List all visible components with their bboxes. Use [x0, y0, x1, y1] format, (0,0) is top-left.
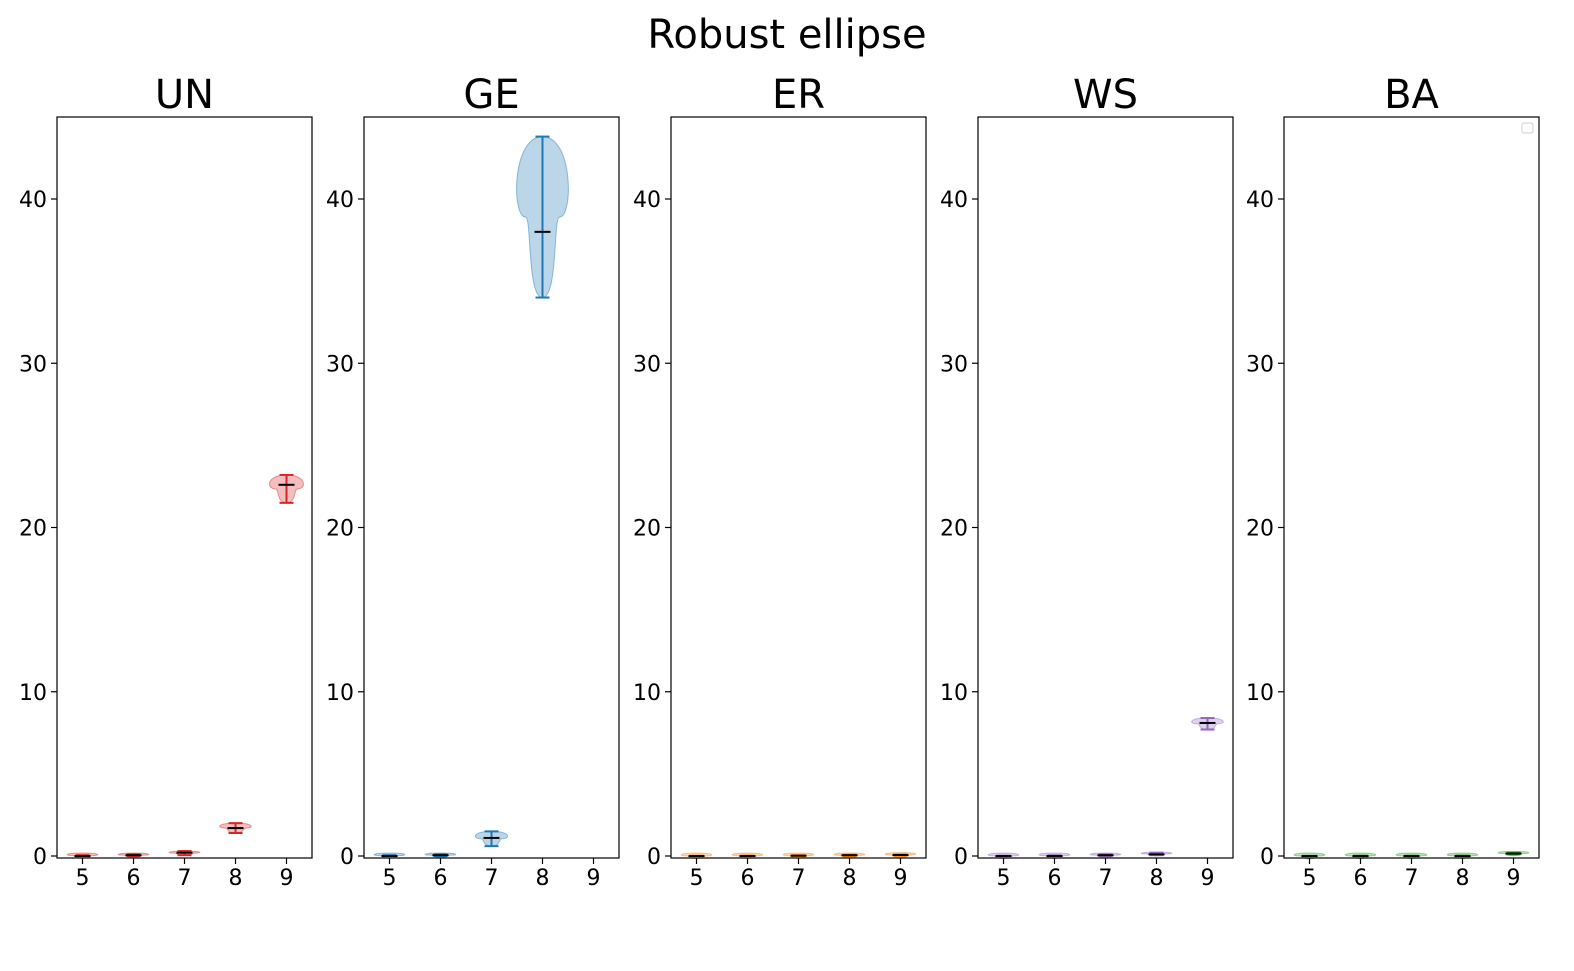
- axes-frame-ba: [1283, 116, 1540, 859]
- y-tick-label-un-0: 0: [33, 845, 47, 870]
- y-tick-label-ba-30: 30: [1246, 352, 1274, 377]
- y-tick-label-un-20: 20: [19, 517, 47, 542]
- y-tick-label-ba-40: 40: [1246, 188, 1274, 213]
- axes-frame-ge: [363, 116, 620, 859]
- x-tick-label-ba-9: 9: [1507, 866, 1521, 891]
- x-tick-label-er-5: 5: [690, 866, 704, 891]
- y-tick-label-ge-20: 20: [326, 517, 354, 542]
- y-tick-label-er-10: 10: [633, 681, 661, 706]
- y-tick-label-er-40: 40: [633, 188, 661, 213]
- x-tick-label-er-6: 6: [741, 866, 755, 891]
- x-tick-label-er-8: 8: [843, 866, 857, 891]
- y-tick-label-ge-40: 40: [326, 188, 354, 213]
- x-tick-label-ge-5: 5: [383, 866, 397, 891]
- y-tick-label-ba-0: 0: [1260, 845, 1274, 870]
- y-tick-label-ge-30: 30: [326, 352, 354, 377]
- y-tick-label-ge-10: 10: [326, 681, 354, 706]
- x-tick-label-ba-7: 7: [1405, 866, 1419, 891]
- y-tick-label-ge-0: 0: [340, 845, 354, 870]
- x-tick-label-ge-6: 6: [434, 866, 448, 891]
- figure-title: Robust ellipse: [647, 12, 927, 58]
- x-tick-label-ge-7: 7: [485, 866, 499, 891]
- y-tick-label-un-10: 10: [19, 681, 47, 706]
- legend-box-ba: [1521, 122, 1534, 134]
- y-tick-label-un-30: 30: [19, 352, 47, 377]
- x-tick-label-ba-6: 6: [1354, 866, 1368, 891]
- x-tick-label-ba-5: 5: [1303, 866, 1317, 891]
- panel-title-er: ER: [772, 72, 825, 118]
- axes-frame-ws: [977, 116, 1234, 859]
- x-tick-label-ws-9: 9: [1201, 866, 1215, 891]
- y-tick-label-ws-0: 0: [954, 845, 968, 870]
- y-tick-label-er-20: 20: [633, 517, 661, 542]
- x-tick-label-ba-8: 8: [1456, 866, 1470, 891]
- x-tick-label-er-9: 9: [894, 866, 908, 891]
- x-tick-label-ge-9: 9: [587, 866, 601, 891]
- x-tick-label-ws-6: 6: [1048, 866, 1062, 891]
- y-tick-label-ba-20: 20: [1246, 517, 1274, 542]
- y-tick-label-ba-10: 10: [1246, 681, 1274, 706]
- x-tick-label-ge-8: 8: [536, 866, 550, 891]
- x-tick-label-un-6: 6: [127, 866, 141, 891]
- y-tick-label-ws-20: 20: [940, 517, 968, 542]
- x-tick-label-un-7: 7: [178, 866, 192, 891]
- x-tick-label-ws-5: 5: [997, 866, 1011, 891]
- y-tick-label-ws-10: 10: [940, 681, 968, 706]
- panel-title-un: UN: [155, 72, 214, 118]
- panel-title-ba: BA: [1384, 72, 1439, 118]
- x-tick-label-un-8: 8: [229, 866, 243, 891]
- y-tick-label-er-0: 0: [647, 845, 661, 870]
- x-tick-label-un-5: 5: [76, 866, 90, 891]
- x-tick-label-ws-8: 8: [1150, 866, 1164, 891]
- y-tick-label-un-40: 40: [19, 188, 47, 213]
- axes-frame-er: [670, 116, 927, 859]
- y-tick-label-ws-40: 40: [940, 188, 968, 213]
- y-tick-label-ws-30: 30: [940, 352, 968, 377]
- y-tick-label-er-30: 30: [633, 352, 661, 377]
- panel-title-ws: WS: [1073, 72, 1138, 118]
- panel-title-ge: GE: [463, 72, 519, 118]
- x-tick-label-ws-7: 7: [1099, 866, 1113, 891]
- x-tick-label-un-9: 9: [280, 866, 294, 891]
- x-tick-label-er-7: 7: [792, 866, 806, 891]
